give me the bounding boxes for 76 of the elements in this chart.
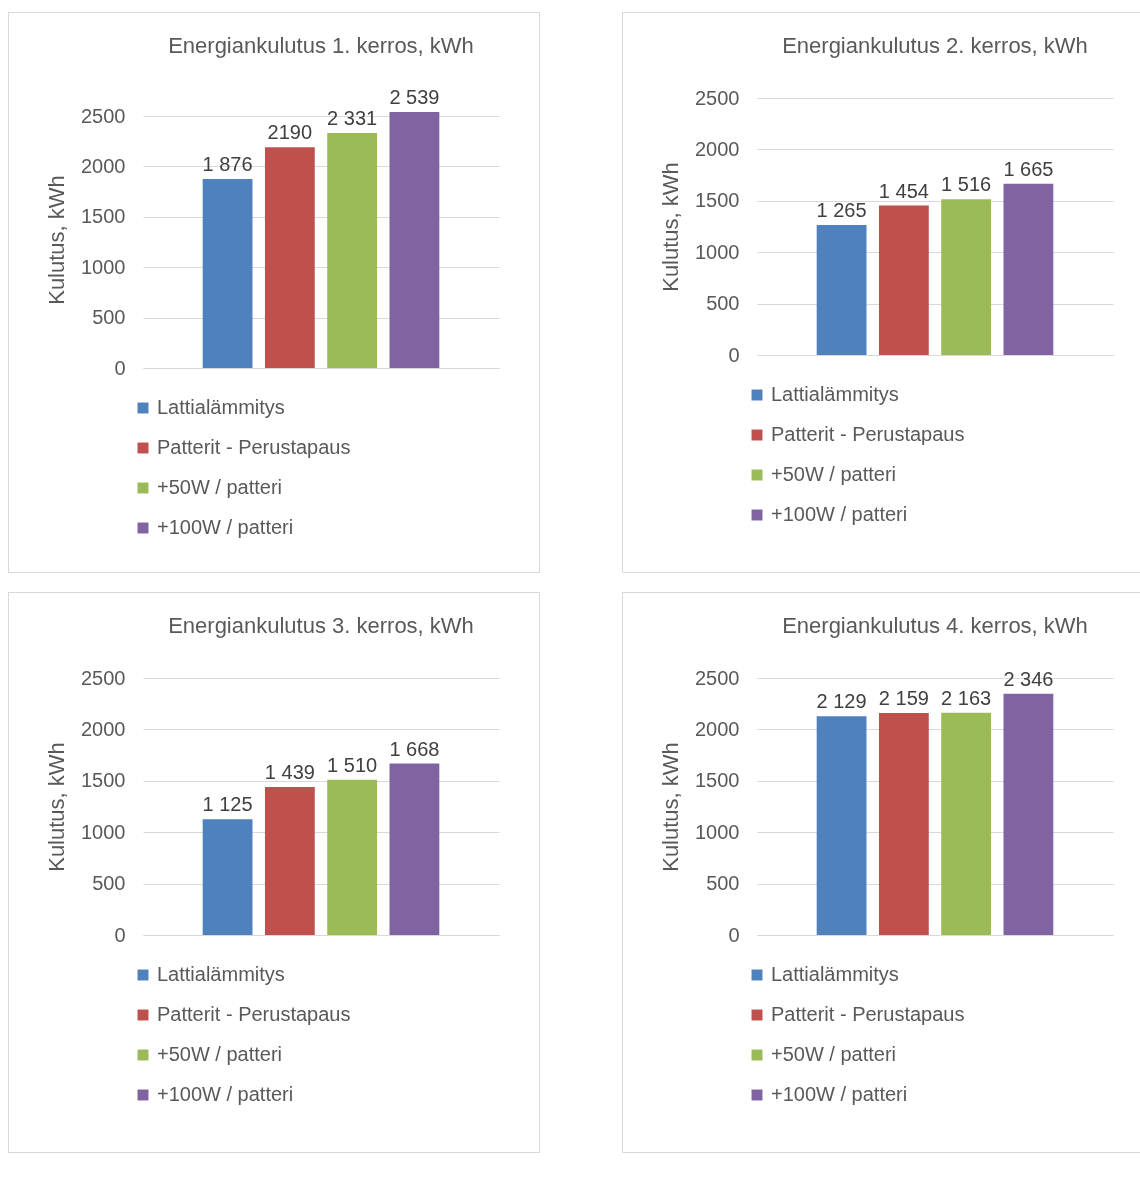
chart-title: Energiankulutus 1. kerros, kWh (168, 33, 474, 59)
legend-label: Lattialämmitys (771, 383, 899, 405)
y-tick-label: 2500 (81, 104, 126, 127)
data-label: 1 510 (327, 753, 378, 776)
bar (389, 763, 440, 935)
legend-label: Patterit - Perustapaus (771, 423, 965, 445)
y-tick-label: 1000 (81, 255, 126, 278)
y-tick-label: 1000 (695, 820, 740, 843)
legend-label: Lattialämmitys (771, 963, 899, 985)
y-tick-label: 0 (114, 356, 126, 379)
data-label: 1 665 (1003, 157, 1054, 180)
bar (264, 787, 315, 935)
y-tick-label: 0 (728, 923, 740, 946)
bar (202, 819, 253, 935)
y-tick-label: 1000 (695, 240, 740, 263)
y-tick-label: 500 (92, 872, 126, 895)
data-label: 2 163 (941, 686, 992, 709)
legend-label: +50W / patteri (771, 1043, 897, 1065)
y-tick-label: 2500 (695, 86, 740, 109)
bar (878, 205, 929, 355)
y-tick-label: 1500 (695, 769, 740, 792)
y-tick-label: 1500 (81, 205, 126, 228)
data-label: 1 668 (389, 737, 440, 760)
bar (389, 112, 440, 368)
legend-label: +100W / patteri (157, 1083, 294, 1105)
y-tick-label: 2000 (81, 154, 126, 177)
y-tick-label: 1500 (81, 769, 126, 792)
legend-label: +50W / patteri (157, 476, 283, 498)
legend-label: Patterit - Perustapaus (157, 1003, 351, 1025)
y-tick-label: 2000 (695, 137, 740, 160)
y-tick-label: 2000 (695, 717, 740, 740)
data-label: 2 539 (389, 86, 440, 109)
data-label: 1 265 (816, 198, 867, 221)
y-tick-label: 500 (706, 872, 740, 895)
data-label: 1 876 (202, 152, 253, 175)
y-tick-label: 500 (706, 292, 740, 315)
data-label: 1 439 (264, 761, 315, 784)
data-label: 2190 (267, 121, 313, 144)
data-label: 2 159 (878, 687, 929, 710)
y-tick-label: 1000 (81, 820, 126, 843)
y-tick-label: 0 (114, 923, 126, 946)
y-axis-title: Kulutus, kWh (658, 162, 684, 292)
y-axis-title: Kulutus, kWh (658, 742, 684, 872)
y-tick-label: 2500 (81, 666, 126, 689)
y-tick-label: 500 (92, 306, 126, 329)
legend-label: Lattialämmitys (157, 963, 285, 985)
chart-title: Energiankulutus 4. kerros, kWh (782, 613, 1088, 638)
y-axis-title: Kulutus, kWh (44, 175, 70, 305)
legend-label: Patterit - Perustapaus (157, 436, 351, 458)
bar (816, 224, 867, 355)
bar (264, 147, 315, 368)
legend-label: +50W / patteri (157, 1043, 283, 1065)
legend-label: Patterit - Perustapaus (771, 1003, 965, 1025)
chart-title: Energiankulutus 3. kerros, kWh (168, 613, 474, 638)
data-label: 1 125 (202, 793, 253, 816)
chart-title: Energiankulutus 2. kerros, kWh (782, 33, 1088, 58)
y-tick-label: 0 (728, 343, 740, 366)
legend-label: +100W / patteri (157, 516, 294, 538)
data-label: 2 129 (816, 690, 867, 713)
y-tick-label: 2000 (81, 717, 126, 740)
data-label: 2 346 (1003, 667, 1054, 690)
data-label: 1 454 (878, 179, 929, 202)
y-tick-label: 1500 (695, 189, 740, 212)
bar (327, 133, 378, 368)
legend-label: Lattialämmitys (157, 396, 285, 418)
bar (327, 779, 378, 935)
y-axis-title: Kulutus, kWh (44, 742, 70, 872)
bar (941, 199, 992, 355)
bar (202, 178, 253, 368)
y-tick-label: 2500 (695, 666, 740, 689)
bar (1003, 183, 1054, 355)
legend-label: +100W / patteri (771, 503, 908, 525)
legend-label: +100W / patteri (771, 1083, 908, 1105)
data-label: 1 516 (941, 173, 992, 196)
data-label: 2 331 (327, 107, 378, 130)
legend-label: +50W / patteri (771, 463, 897, 485)
